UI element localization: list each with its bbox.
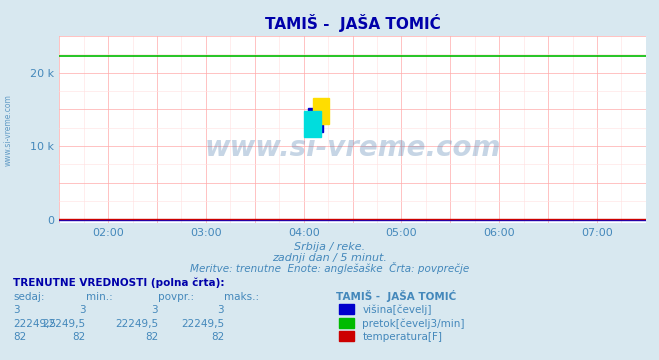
Text: TRENUTNE VREDNOSTI (polna črta):: TRENUTNE VREDNOSTI (polna črta): bbox=[13, 278, 225, 288]
Text: 3: 3 bbox=[79, 305, 86, 315]
Text: Srbija / reke.: Srbija / reke. bbox=[294, 242, 365, 252]
Text: www.si-vreme.com: www.si-vreme.com bbox=[204, 134, 501, 162]
Text: 82: 82 bbox=[13, 332, 26, 342]
Bar bbox=[308, 108, 322, 132]
Text: Meritve: trenutne  Enote: anglešaške  Črta: povprečje: Meritve: trenutne Enote: anglešaške Črta… bbox=[190, 262, 469, 274]
Text: 22249,5: 22249,5 bbox=[115, 319, 158, 329]
Text: 82: 82 bbox=[72, 332, 86, 342]
Text: 82: 82 bbox=[145, 332, 158, 342]
Bar bbox=[312, 98, 329, 124]
Text: 3: 3 bbox=[13, 305, 20, 315]
Text: 22249,5: 22249,5 bbox=[43, 319, 86, 329]
Title: TAMIŠ -  JAŠA TOMIĆ: TAMIŠ - JAŠA TOMIĆ bbox=[265, 14, 440, 32]
Text: višina[čevelj]: višina[čevelj] bbox=[362, 305, 432, 315]
Text: 82: 82 bbox=[211, 332, 224, 342]
Text: 3: 3 bbox=[217, 305, 224, 315]
Text: maks.:: maks.: bbox=[224, 292, 259, 302]
Text: www.si-vreme.com: www.si-vreme.com bbox=[3, 94, 13, 166]
Text: povpr.:: povpr.: bbox=[158, 292, 194, 302]
Text: sedaj:: sedaj: bbox=[13, 292, 45, 302]
Text: zadnji dan / 5 minut.: zadnji dan / 5 minut. bbox=[272, 253, 387, 263]
Bar bbox=[304, 111, 321, 137]
Text: temperatura[F]: temperatura[F] bbox=[362, 332, 442, 342]
Text: pretok[čevelj3/min]: pretok[čevelj3/min] bbox=[362, 318, 465, 329]
Text: TAMIŠ -  JAŠA TOMIĆ: TAMIŠ - JAŠA TOMIĆ bbox=[336, 289, 456, 302]
Text: 22249,5: 22249,5 bbox=[181, 319, 224, 329]
Text: 3: 3 bbox=[152, 305, 158, 315]
Text: min.:: min.: bbox=[86, 292, 113, 302]
Text: 22249,5: 22249,5 bbox=[13, 319, 56, 329]
